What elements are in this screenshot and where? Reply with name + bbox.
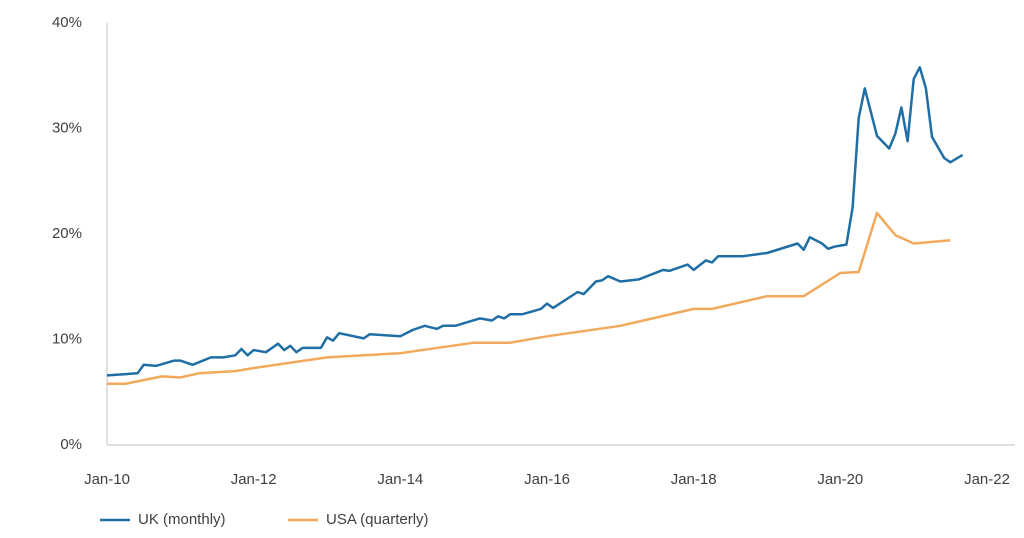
y-tick-label: 40% xyxy=(52,14,82,31)
y-tick-label: 20% xyxy=(52,225,82,242)
x-tick-label: Jan-20 xyxy=(817,471,863,488)
x-tick-label: Jan-12 xyxy=(231,471,277,488)
legend-label: USA (quarterly) xyxy=(326,511,429,528)
series-line xyxy=(106,66,964,377)
legend-label: UK (monthly) xyxy=(138,511,226,528)
x-tick-label: Jan-10 xyxy=(84,471,130,488)
series-line xyxy=(107,211,951,386)
y-tick-label: 0% xyxy=(60,436,82,453)
y-tick-label: 30% xyxy=(52,119,82,136)
x-tick-label: Jan-16 xyxy=(524,471,570,488)
x-tick-label: Jan-14 xyxy=(377,471,423,488)
x-tick-label: Jan-18 xyxy=(671,471,717,488)
x-tick-label: Jan-22 xyxy=(964,471,1010,488)
y-tick-label: 10% xyxy=(52,330,82,347)
